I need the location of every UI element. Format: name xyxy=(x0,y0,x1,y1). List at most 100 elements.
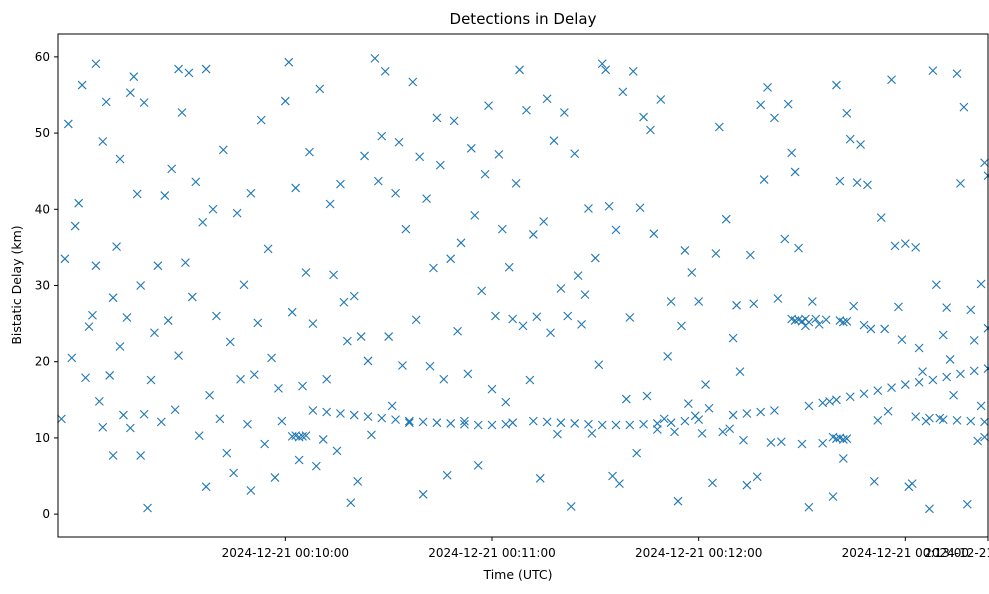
data-point xyxy=(866,324,876,334)
data-point xyxy=(222,448,232,458)
data-point xyxy=(181,258,190,268)
data-point xyxy=(163,316,173,325)
data-point xyxy=(677,321,686,331)
track-point xyxy=(556,418,566,428)
data-point xyxy=(315,84,325,94)
data-point xyxy=(322,374,332,384)
data-point xyxy=(611,225,621,235)
plot-area xyxy=(57,53,989,514)
y-tick-label: 40 xyxy=(35,202,50,216)
y-tick-label: 60 xyxy=(35,50,50,64)
data-point xyxy=(656,95,666,104)
data-point xyxy=(845,134,855,144)
data-point xyxy=(353,476,363,486)
data-point xyxy=(635,203,645,213)
track-point xyxy=(652,419,662,428)
data-point xyxy=(687,268,697,277)
data-point xyxy=(673,496,683,506)
data-point xyxy=(711,249,721,258)
data-point xyxy=(332,446,342,456)
data-point xyxy=(628,66,638,76)
data-point xyxy=(546,328,555,338)
data-point xyxy=(143,503,152,513)
data-point xyxy=(298,381,307,391)
data-point xyxy=(294,455,304,465)
data-point xyxy=(584,204,593,213)
data-point xyxy=(969,335,979,345)
data-point xyxy=(528,230,538,239)
data-point xyxy=(925,504,934,514)
data-point xyxy=(873,416,883,425)
cluster-point xyxy=(790,316,800,325)
data-point xyxy=(81,373,90,383)
data-point xyxy=(187,292,197,302)
data-point xyxy=(480,169,490,179)
data-point xyxy=(105,371,115,380)
cluster-point xyxy=(838,317,848,327)
x-tick-label: 2024-12-21 00:14:00 xyxy=(924,546,989,560)
data-point xyxy=(732,300,741,310)
track-point xyxy=(639,419,648,429)
cluster-point xyxy=(842,316,852,326)
data-point xyxy=(646,125,655,135)
data-point xyxy=(918,367,927,377)
data-point xyxy=(260,439,270,449)
data-point xyxy=(894,302,903,312)
data-point xyxy=(201,482,211,492)
data-point xyxy=(456,238,466,248)
data-point xyxy=(752,472,762,482)
data-point xyxy=(900,239,910,248)
data-point xyxy=(776,437,786,447)
track-point xyxy=(980,417,989,427)
data-point xyxy=(60,254,70,264)
data-point xyxy=(897,335,907,344)
data-point xyxy=(508,314,518,324)
data-point xyxy=(828,492,838,501)
axes-frame xyxy=(57,33,989,538)
x-tick-label: 2024-12-21 00:13:00 xyxy=(842,546,969,560)
track-point xyxy=(969,366,979,376)
data-point xyxy=(797,439,807,449)
data-point xyxy=(721,214,731,224)
track-point xyxy=(349,410,359,420)
data-point xyxy=(849,301,859,311)
data-point xyxy=(115,154,125,164)
data-point xyxy=(291,183,301,193)
track-point xyxy=(728,410,738,420)
data-point xyxy=(249,370,259,380)
track-point xyxy=(956,369,965,379)
track-point xyxy=(528,416,538,426)
data-point xyxy=(91,59,101,69)
data-point xyxy=(63,119,73,129)
data-point xyxy=(360,151,369,161)
data-point xyxy=(745,250,755,260)
chart-title: Detections in Delay xyxy=(450,10,597,28)
data-point xyxy=(401,224,411,234)
data-point xyxy=(280,96,290,106)
data-point xyxy=(697,428,707,438)
track-point xyxy=(832,395,841,405)
data-point xyxy=(136,451,146,460)
data-point xyxy=(962,499,972,509)
data-point xyxy=(780,234,790,244)
data-point xyxy=(150,328,159,338)
data-point xyxy=(446,254,456,264)
data-point xyxy=(835,176,845,186)
cluster-point xyxy=(287,432,297,441)
data-point xyxy=(670,427,679,437)
data-point xyxy=(956,178,965,188)
data-point xyxy=(911,243,921,252)
track-point xyxy=(887,383,896,393)
data-point xyxy=(532,312,542,322)
data-point xyxy=(98,137,108,146)
data-point xyxy=(232,208,242,218)
data-point xyxy=(391,188,400,198)
data-point xyxy=(125,423,135,433)
track-point xyxy=(966,416,976,426)
data-point xyxy=(270,473,280,482)
data-point xyxy=(325,199,335,209)
data-point xyxy=(515,65,524,75)
data-point xyxy=(174,351,183,361)
data-point xyxy=(615,479,624,489)
